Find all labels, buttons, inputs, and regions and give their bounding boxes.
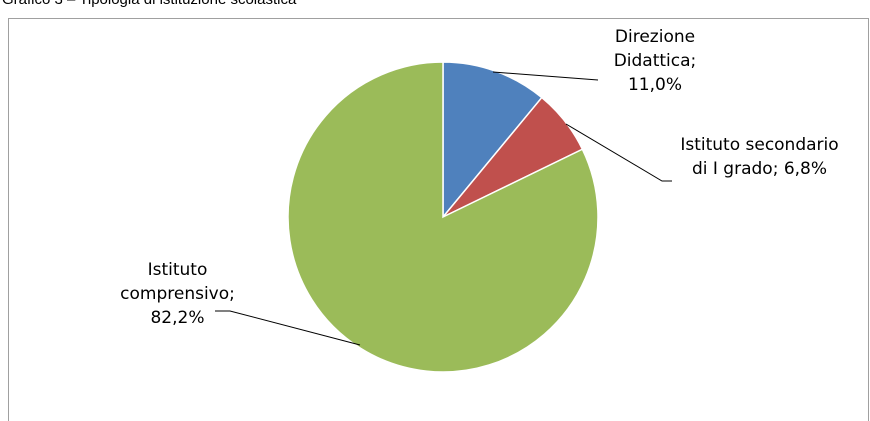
chart-title: Grafico 3 – Tipologia di istituzione sco… bbox=[2, 0, 296, 8]
leader-line bbox=[215, 310, 361, 346]
data-label: Direzione Didattica; 11,0% bbox=[613, 27, 697, 95]
pie-slice bbox=[442, 61, 543, 220]
leader-line bbox=[565, 123, 672, 182]
pie-slice bbox=[287, 61, 599, 373]
leader-line bbox=[492, 71, 599, 81]
data-label: Istituto comprensivo; 82,2% bbox=[120, 260, 235, 328]
data-label: Istituto secondario di I grado; 6,8% bbox=[680, 135, 839, 179]
